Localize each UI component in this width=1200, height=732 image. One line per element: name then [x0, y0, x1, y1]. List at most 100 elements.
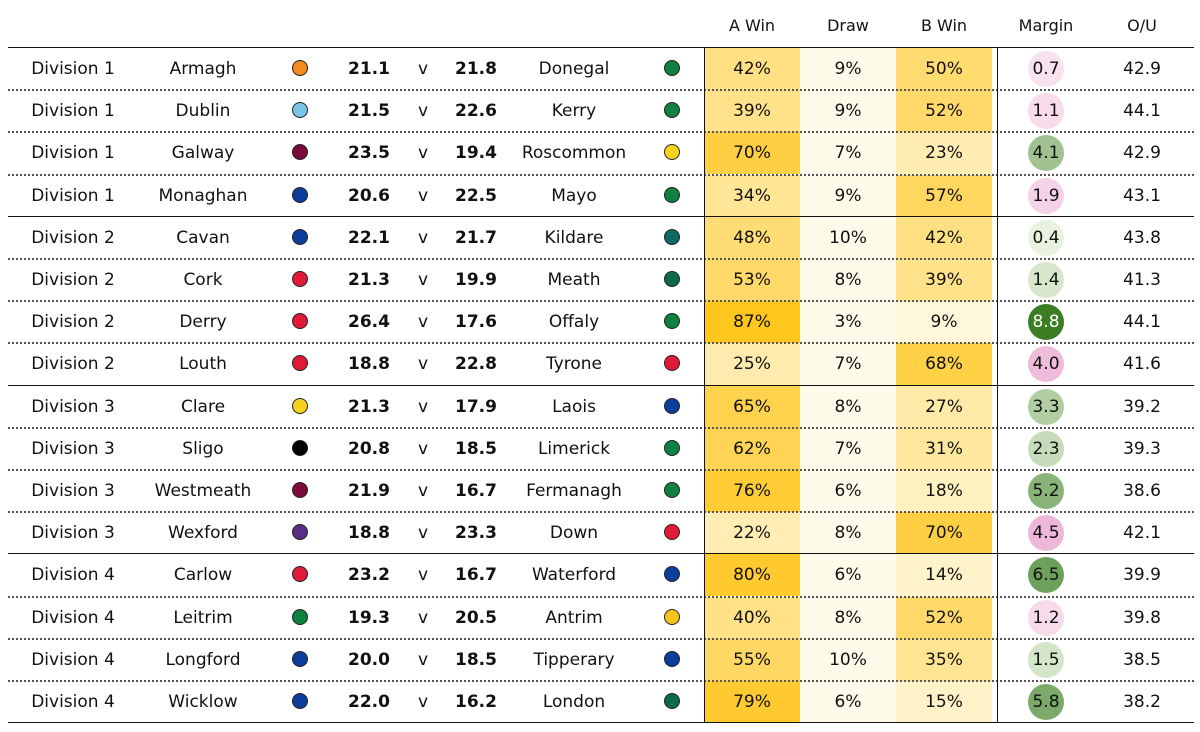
b-win-percent: 42% — [925, 227, 963, 248]
margin-circle — [1028, 599, 1064, 636]
over-under-value: 41.6 — [1123, 354, 1161, 375]
team-b-color-dot — [664, 524, 680, 541]
a-win-percent: 62% — [733, 438, 771, 459]
draw-percent: 7% — [834, 143, 862, 164]
a-win-percent: 39% — [733, 101, 771, 122]
a-win-percent: 34% — [733, 185, 771, 206]
team-b-color-dot — [664, 693, 680, 709]
over-under-value: 39.8 — [1123, 607, 1161, 628]
margin-circle — [1028, 262, 1064, 298]
team-b-score: 20.5 — [455, 607, 497, 628]
team-a-name: Westmeath — [154, 481, 252, 501]
header-ou: O/U — [1127, 16, 1157, 35]
margin-circle — [1028, 388, 1064, 425]
versus-label: v — [417, 692, 429, 712]
b-win-percent: 35% — [925, 649, 963, 670]
team-b-name: Fermanagh — [526, 481, 622, 501]
margin-value: 4.1 — [1032, 143, 1060, 164]
team-b-name: Tyrone — [545, 354, 603, 375]
division-label: Division 4 — [31, 565, 115, 586]
b-win-percent: 23% — [925, 143, 963, 164]
table-row: Division 3 Westmeath 21.9 v 16.7 Fermanagh 76%… — [8, 470, 1194, 512]
draw-shade — [800, 638, 896, 681]
team-b-score: 21.7 — [455, 227, 497, 248]
team-a-name: Galway — [171, 143, 235, 164]
margin-value: 1.2 — [1032, 607, 1060, 628]
b-win-percent: 14% — [925, 565, 963, 586]
division-label: Division 1 — [31, 185, 115, 206]
b-win-percent: 31% — [925, 438, 963, 459]
draw-shade — [800, 216, 896, 259]
b-win-shade — [896, 259, 992, 301]
division-label: Division 1 — [31, 101, 115, 122]
team-b-score: 19.4 — [455, 143, 497, 164]
over-under-value: 39.3 — [1123, 438, 1161, 459]
margin-circle — [1028, 430, 1064, 467]
team-a-color-dot — [292, 186, 308, 203]
team-a-color-dot — [292, 355, 308, 372]
division-separator — [8, 553, 1194, 555]
table-row: Division 4 Wicklow 22.0 v 16.2 London 79% 6% 15%… — [8, 681, 1194, 723]
b-win-shade — [896, 385, 992, 428]
team-b-name: Roscommon — [521, 143, 627, 164]
b-win-shade — [896, 343, 992, 386]
team-b-score: 17.9 — [455, 396, 497, 417]
team-a-color-dot — [292, 397, 308, 414]
draw-percent: 6% — [834, 565, 862, 586]
versus-label: v — [417, 607, 429, 628]
over-under-value: 38.2 — [1123, 692, 1161, 712]
a-win-shade — [704, 638, 800, 681]
draw-percent: 9% — [834, 185, 862, 206]
over-under-value: 42.9 — [1123, 143, 1161, 164]
a-win-shade — [704, 681, 800, 723]
team-b-name: Antrim — [545, 607, 603, 628]
margin-value: 6.5 — [1032, 565, 1060, 586]
draw-shade — [800, 596, 896, 639]
division-label: Division 3 — [31, 438, 115, 459]
versus-label: v — [417, 143, 429, 164]
a-win-shade — [704, 132, 800, 175]
row-separator — [8, 511, 1194, 514]
team-a-color-dot — [292, 313, 308, 330]
team-a-name: Cork — [183, 270, 223, 290]
table-row: Division 4 Leitrim 19.3 v 20.5 Antrim 40% 8% 52%… — [8, 596, 1194, 639]
b-win-shade — [896, 554, 992, 597]
a-win-shade — [704, 427, 800, 470]
team-b-name: Laois — [552, 396, 596, 417]
a-win-percent: 48% — [733, 227, 771, 248]
b-win-percent: 18% — [925, 481, 963, 501]
b-win-shade — [896, 638, 992, 681]
row-separator — [8, 637, 1194, 640]
table-row: Division 1 Galway 23.5 v 19.4 Roscommon 70% 7% 2… — [8, 132, 1194, 175]
team-b-score: 22.8 — [455, 354, 497, 375]
a-win-shade — [704, 343, 800, 386]
team-a-color-dot — [292, 608, 308, 625]
versus-label: v — [417, 354, 429, 375]
division-label: Division 2 — [31, 354, 115, 375]
versus-label: v — [417, 481, 429, 501]
team-a-name: Longford — [165, 649, 241, 670]
table-row: Division 3 Clare 21.3 v 17.9 Laois 65% 8% 27% 3.3… — [8, 385, 1194, 428]
margin-circle — [1028, 51, 1064, 87]
a-win-percent: 22% — [733, 523, 771, 544]
a-win-shade — [704, 385, 800, 428]
versus-label: v — [417, 101, 429, 122]
table-row: Division 2 Cork 21.3 v 19.9 Meath 53% 8% 39% 1.4 4… — [8, 259, 1194, 301]
team-a-name: Sligo — [182, 438, 224, 459]
b-win-percent: 70% — [925, 523, 963, 544]
versus-label: v — [417, 523, 429, 544]
a-win-shade — [704, 174, 800, 217]
a-win-percent: 53% — [733, 270, 771, 290]
margin-circle — [1028, 177, 1064, 214]
team-a-score: 20.8 — [348, 438, 390, 459]
team-a-color-dot — [292, 60, 308, 76]
over-under-value: 39.9 — [1123, 565, 1161, 586]
team-a-score: 21.3 — [348, 396, 390, 417]
draw-percent: 6% — [834, 692, 862, 712]
over-under-value: 42.9 — [1123, 59, 1161, 79]
a-win-percent: 42% — [733, 59, 771, 79]
margin-value: 4.5 — [1032, 523, 1060, 544]
over-under-value: 42.1 — [1123, 523, 1161, 544]
division-separator — [8, 384, 1194, 386]
team-a-score: 21.1 — [348, 59, 390, 79]
